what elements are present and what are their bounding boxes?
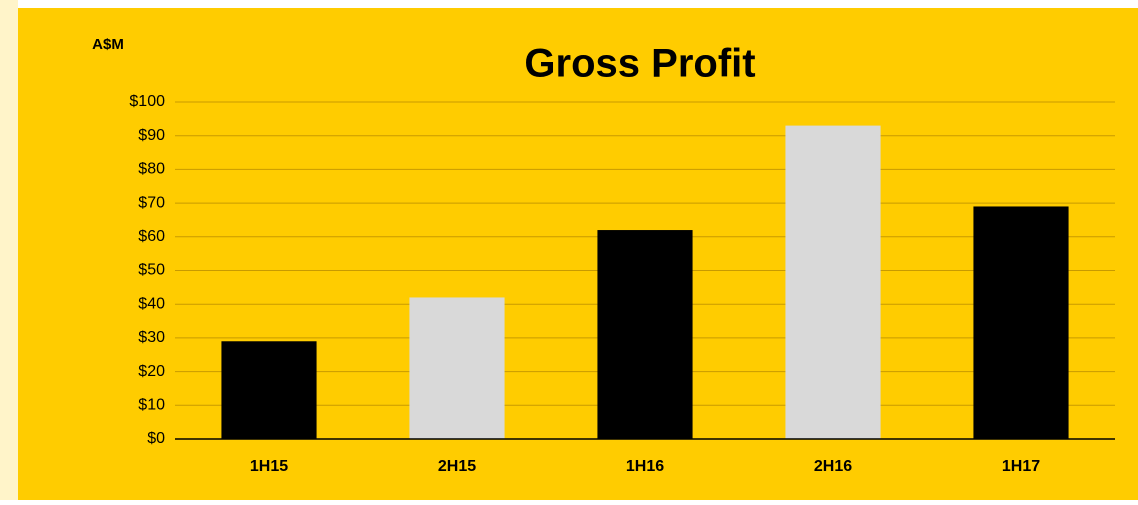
y-tick-label: $0 [147, 430, 165, 447]
y-tick-label: $90 [138, 127, 165, 144]
chart-background [18, 8, 1138, 500]
x-tick-label: 1H15 [250, 458, 288, 475]
x-tick-label: 2H15 [438, 458, 476, 475]
y-tick-label: $50 [138, 262, 165, 279]
bar [221, 341, 317, 439]
x-tick-label: 1H16 [626, 458, 664, 475]
y-tick-label: $30 [138, 329, 165, 346]
chart-title: Gross Profit [524, 42, 755, 86]
y-tick-label: $100 [129, 93, 165, 110]
bar [973, 206, 1069, 439]
bar [409, 297, 505, 439]
y-tick-label: $40 [138, 295, 165, 312]
bar [785, 125, 881, 439]
x-tick-label: 1H17 [1002, 458, 1040, 475]
y-tick-label: $20 [138, 363, 165, 380]
bar [597, 230, 693, 439]
x-tick-label: 2H16 [814, 458, 852, 475]
y-tick-label: $60 [138, 228, 165, 245]
y-tick-label: $70 [138, 194, 165, 211]
side-strip [0, 0, 18, 500]
y-tick-label: $10 [138, 397, 165, 414]
y-axis-label: A$M [92, 36, 124, 53]
y-tick-label: $80 [138, 161, 165, 178]
